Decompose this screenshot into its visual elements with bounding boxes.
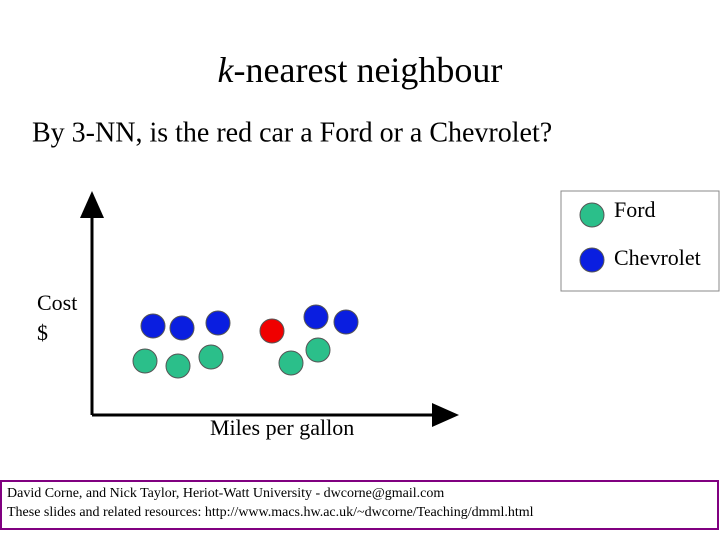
chevrolet-dot	[169, 315, 195, 341]
footer-line: David Corne, and Nick Taylor, Heriot-Wat…	[7, 486, 444, 501]
points	[132, 304, 359, 379]
ford-dot	[198, 344, 224, 370]
chevrolet-dot	[333, 309, 359, 335]
footer-box	[0, 480, 719, 530]
subtitle: By 3-NN, is the red car a Ford or a Chev…	[32, 117, 552, 148]
title-rest: -nearest neighbour	[234, 50, 503, 90]
chevrolet-dot	[140, 313, 166, 339]
legend-chevrolet-dot	[579, 247, 605, 273]
chevrolet-dot	[303, 304, 329, 330]
y-axis-label: $	[37, 320, 48, 345]
slide-title: k-nearest neighbour	[218, 50, 503, 90]
title-italic: k	[218, 50, 235, 90]
chevrolet-dot	[205, 310, 231, 336]
x-axis-label: Miles per gallon	[210, 415, 354, 440]
ford-dot	[132, 348, 158, 374]
legend-label: Chevrolet	[614, 245, 701, 270]
footer-line: These slides and related resources: http…	[7, 505, 534, 520]
ford-dot	[278, 350, 304, 376]
y-axis-label: Cost	[37, 290, 77, 315]
ford-dot	[305, 337, 331, 363]
red-car-dot	[259, 318, 285, 344]
ford-dot	[165, 353, 191, 379]
legend-ford-dot	[579, 202, 605, 228]
legend-label: Ford	[614, 197, 656, 222]
